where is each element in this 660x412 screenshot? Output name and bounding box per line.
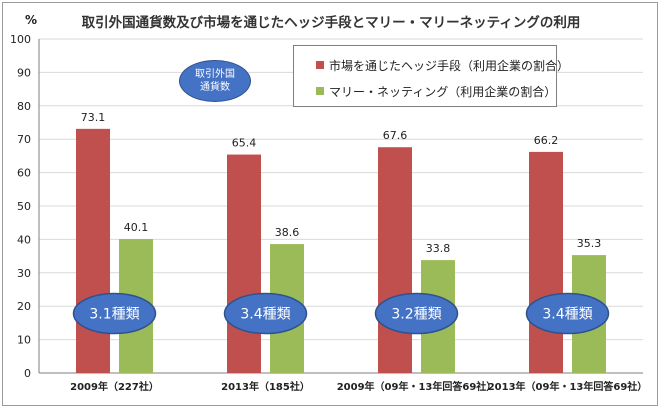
data-label: 33.8 [426, 242, 451, 255]
x-tick-label: 2013年（09年・13年回答69社） [488, 380, 648, 393]
y-tick-label: 90 [17, 66, 31, 79]
legend-label-hedge: 市場を通じたヘッジ手段（利用企業の割合） [329, 58, 570, 73]
currency-count-ellipse [374, 292, 459, 335]
y-tick-label: 50 [17, 200, 31, 213]
y-tick-label: 20 [17, 300, 31, 313]
y-tick-label: 30 [17, 267, 31, 280]
currency-count-text: 3.4種類 [240, 307, 290, 323]
x-tick-label: 2013年（185社） [221, 380, 310, 393]
y-tick-label: 80 [17, 100, 31, 113]
bar-chart: 0 10 20 30 40 50 60 70 80 90 100 73.1 40.1 3.1種類 2009年… [10, 33, 648, 393]
legend-swatch-netting [316, 87, 324, 95]
legend: 市場を通じたヘッジ手段（利用企業の割合） マリー・ネッティング（利用企業の割合） [293, 45, 569, 107]
y-tick-label: 100 [10, 33, 31, 46]
data-label: 40.1 [124, 221, 149, 234]
currency-count-text: 3.1種類 [89, 307, 139, 323]
currency-count-ellipse [223, 292, 308, 335]
data-label: 65.4 [232, 137, 257, 150]
data-label: 66.2 [534, 134, 559, 147]
legend-item-netting: マリー・ネッティング（利用企業の割合） [316, 83, 556, 99]
x-tick-label: 2009年（227社） [70, 380, 159, 393]
legend-swatch-hedge [316, 61, 324, 69]
y-tick-label: 60 [17, 167, 31, 180]
bar-hedge [227, 154, 261, 373]
data-label: 73.1 [81, 111, 106, 124]
chart-title: 取引外国通貨数及び市場を通じたヘッジ手段とマリー・マリーネッティングの利用 [81, 15, 581, 31]
legend-item-hedge: 市場を通じたヘッジ手段（利用企業の割合） [316, 57, 569, 73]
data-label: 38.6 [275, 226, 300, 239]
y-tick-label: 40 [17, 233, 31, 246]
bar-hedge [378, 147, 412, 373]
y-tick-label: 0 [24, 367, 31, 380]
x-tick-label: 2009年（09年・13年回答69社） [337, 380, 497, 393]
y-tick-label: 10 [17, 334, 31, 347]
chart-frame: 取引外国通貨数及び市場を通じたヘッジ手段とマリー・マリーネッティングの利用 % … [2, 2, 658, 406]
y-tick-label: 70 [17, 133, 31, 146]
currency-count-label: 取引外国 通貨数 [179, 60, 251, 102]
y-axis-unit: % [25, 13, 38, 27]
bar-hedge [529, 151, 563, 373]
currency-count-text: 3.2種類 [391, 307, 441, 323]
bar-hedge [76, 128, 110, 373]
legend-label-netting: マリー・ネッティング（利用企業の割合） [329, 84, 557, 99]
currency-count-ellipse [72, 292, 157, 335]
data-label: 35.3 [577, 237, 602, 250]
currency-count-ellipse [525, 292, 610, 335]
data-label: 67.6 [383, 129, 408, 142]
currency-count-text: 3.4種類 [542, 307, 592, 323]
